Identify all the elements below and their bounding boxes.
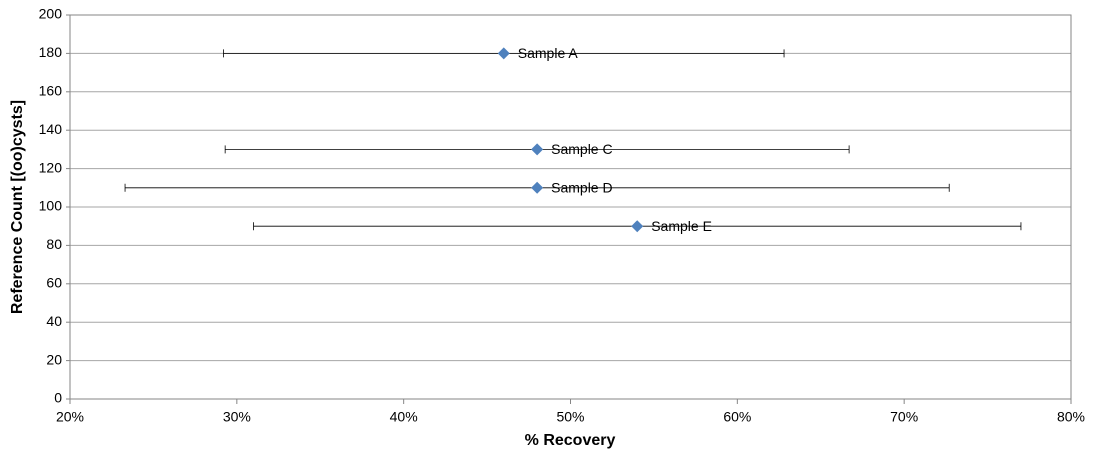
point-label: Sample E [651, 218, 712, 234]
y-axis-title: Reference Count [(oo)cysts] [9, 100, 26, 314]
y-tick-label: 100 [39, 198, 63, 214]
y-tick-label: 20 [46, 351, 62, 367]
point [531, 143, 544, 156]
plot-border [69, 14, 1072, 400]
x-tick-label: 20% [56, 409, 84, 425]
point [631, 220, 644, 233]
y-tick-label: 120 [39, 159, 63, 175]
point-label: Sample C [551, 141, 612, 157]
y-tick-label: 140 [39, 121, 63, 137]
x-tick-label: 80% [1057, 409, 1085, 425]
x-tick-label: 60% [723, 409, 751, 425]
x-tick-label: 70% [890, 409, 918, 425]
y-tick-label: 60 [46, 275, 62, 291]
y-tick-label: 180 [39, 44, 63, 60]
y-tick-label: 40 [46, 313, 62, 329]
point-label: Sample D [551, 180, 612, 196]
x-axis-title: % Recovery [525, 432, 616, 449]
x-tick-label: 50% [556, 409, 584, 425]
y-tick-label: 0 [54, 390, 62, 406]
point [531, 181, 544, 194]
x-tick-label: 30% [223, 409, 251, 425]
point-label: Sample A [518, 45, 579, 61]
y-tick-label: 200 [39, 6, 63, 22]
y-tick-label: 160 [39, 83, 63, 99]
point [497, 47, 510, 60]
y-tick-label: 80 [46, 236, 62, 252]
x-tick-label: 40% [390, 409, 418, 425]
